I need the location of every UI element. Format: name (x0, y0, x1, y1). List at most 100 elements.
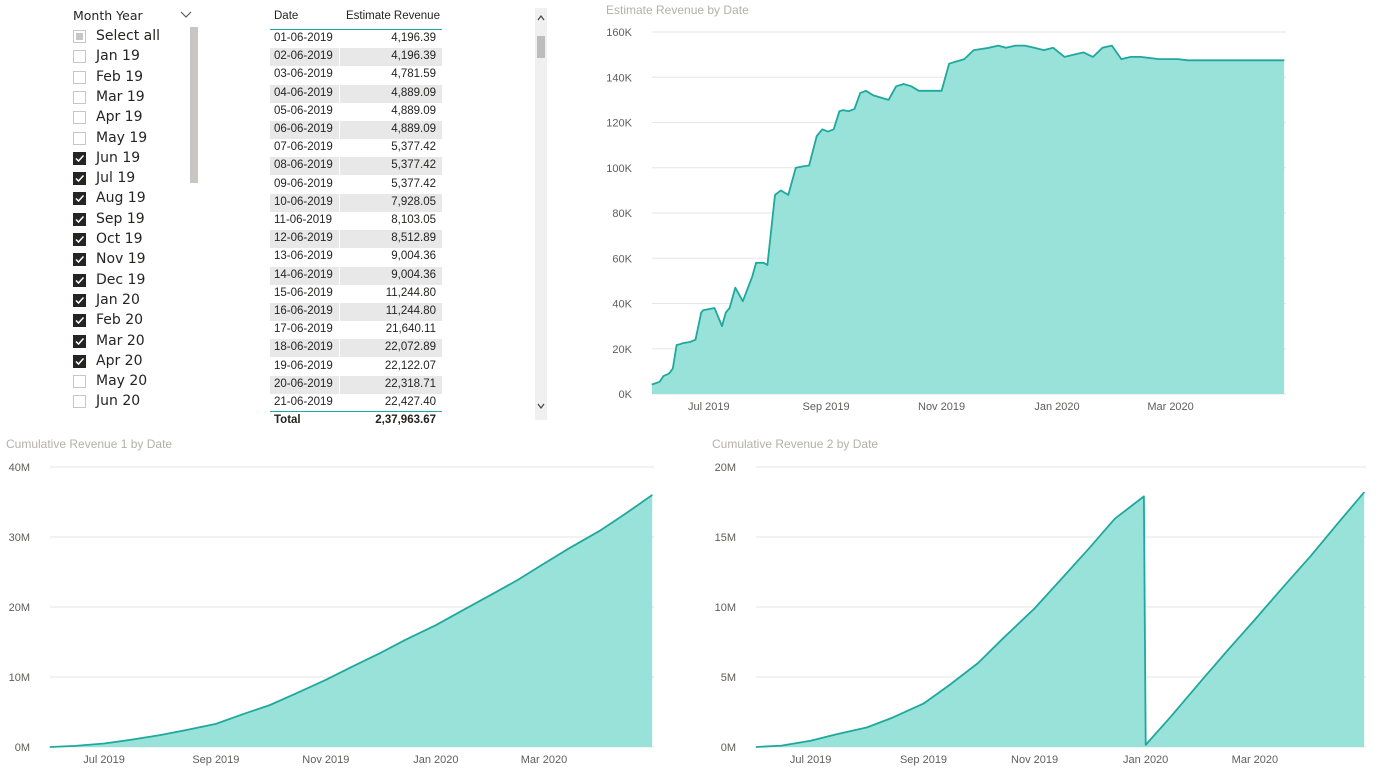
slicer-item[interactable]: Mar 19 (72, 88, 192, 108)
data-point[interactable] (725, 312, 727, 314)
checkbox-checked[interactable] (73, 151, 86, 165)
data-point[interactable] (159, 734, 161, 736)
data-point[interactable] (948, 63, 950, 65)
data-point[interactable] (1177, 58, 1179, 60)
data-point[interactable] (880, 97, 882, 99)
table-row[interactable]: 01-06-2019 4,196.39 (270, 30, 442, 48)
data-point[interactable] (1130, 56, 1132, 58)
table-row[interactable]: 05-06-2019 4,889.09 (270, 102, 442, 121)
slicer-item[interactable]: Jan 20 (72, 291, 192, 311)
data-point[interactable] (787, 194, 789, 196)
data-point[interactable] (903, 83, 905, 85)
data-point[interactable] (651, 384, 653, 385)
data-point[interactable] (774, 194, 776, 196)
data-point[interactable] (700, 312, 702, 314)
data-point[interactable] (821, 128, 823, 130)
data-point[interactable] (1310, 554, 1312, 556)
table-header-date[interactable]: Date (274, 10, 299, 22)
data-point[interactable] (128, 739, 130, 741)
data-point[interactable] (516, 579, 518, 581)
table-header-value[interactable]: Estimate Revenue (346, 10, 440, 22)
data-point[interactable] (1088, 547, 1090, 549)
data-point[interactable] (977, 662, 979, 664)
data-point[interactable] (742, 300, 744, 302)
data-point[interactable] (865, 90, 867, 92)
data-point[interactable] (854, 108, 855, 110)
checkbox-checked[interactable] (73, 354, 86, 368)
data-point[interactable] (714, 307, 715, 309)
data-point[interactable] (810, 740, 812, 742)
data-point[interactable] (1253, 59, 1255, 61)
data-point[interactable] (1262, 59, 1264, 61)
data-point[interactable] (1014, 45, 1016, 47)
checkbox-checked[interactable] (73, 253, 86, 267)
chevron-down-icon[interactable] (179, 8, 193, 22)
data-point[interactable] (763, 262, 765, 264)
checkbox-unchecked[interactable] (73, 111, 86, 125)
data-point[interactable] (659, 381, 661, 383)
data-point[interactable] (923, 703, 924, 705)
table-row[interactable]: 21-06-2019 22,427.40 (270, 394, 442, 412)
slicer-item[interactable]: Dec 19 (72, 271, 192, 291)
data-point[interactable] (1149, 57, 1151, 59)
data-point[interactable] (668, 373, 670, 375)
data-point[interactable] (980, 48, 982, 50)
data-point[interactable] (1043, 49, 1045, 51)
slicer-item[interactable]: Oct 19 (72, 230, 192, 250)
data-point[interactable] (1283, 59, 1285, 61)
slicer-item[interactable]: May 19 (72, 129, 192, 149)
data-point[interactable] (848, 110, 850, 112)
data-point[interactable] (681, 342, 683, 344)
table-row[interactable]: 10-06-2019 7,928.05 (270, 193, 442, 212)
data-point[interactable] (734, 287, 736, 289)
slicer-item[interactable]: Feb 19 (72, 68, 192, 88)
slicer-item[interactable]: Feb 20 (72, 311, 192, 331)
data-point[interactable] (1139, 56, 1141, 58)
data-point[interactable] (1196, 59, 1198, 61)
slicer-item[interactable]: Sep 19 (72, 210, 192, 230)
data-point[interactable] (1092, 56, 1094, 58)
data-point[interactable] (676, 344, 678, 346)
table-scrollbar[interactable] (535, 8, 547, 420)
data-point[interactable] (751, 275, 753, 277)
checkbox-partial[interactable] (73, 30, 86, 43)
table-scroll-thumb[interactable] (537, 36, 545, 58)
data-point[interactable] (325, 679, 327, 681)
data-point[interactable] (755, 262, 757, 264)
data-point[interactable] (689, 341, 691, 343)
checkbox-checked[interactable] (73, 172, 86, 186)
scroll-down-icon[interactable] (535, 400, 547, 412)
data-point[interactable] (1003, 637, 1005, 639)
data-point[interactable] (184, 729, 186, 731)
scroll-up-icon[interactable] (535, 12, 547, 24)
data-point[interactable] (1227, 649, 1229, 651)
data-point[interactable] (1064, 56, 1066, 58)
data-point[interactable] (624, 513, 626, 515)
data-point[interactable] (1005, 47, 1007, 49)
data-point[interactable] (835, 733, 837, 735)
data-point[interactable] (827, 131, 829, 133)
table-row[interactable]: 02-06-2019 4,196.39 (270, 48, 442, 67)
checkbox-unchecked[interactable] (73, 90, 86, 104)
data-point[interactable] (460, 610, 462, 612)
data-point[interactable] (1187, 59, 1189, 61)
data-point[interactable] (1114, 518, 1116, 520)
series-area[interactable] (652, 45, 1285, 394)
data-point[interactable] (973, 49, 975, 51)
data-point[interactable] (910, 85, 912, 87)
slicer-item[interactable]: Mar 20 (72, 332, 192, 352)
data-point[interactable] (888, 99, 890, 101)
data-point[interactable] (755, 746, 757, 748)
data-point[interactable] (491, 593, 493, 595)
table-row[interactable]: 09-06-2019 5,377.42 (270, 175, 442, 194)
data-point[interactable] (833, 128, 835, 130)
data-point[interactable] (240, 714, 242, 716)
checkbox-unchecked[interactable] (73, 131, 86, 145)
data-point[interactable] (1034, 607, 1036, 609)
data-point[interactable] (925, 90, 927, 92)
data-point[interactable] (795, 167, 797, 169)
data-point[interactable] (838, 110, 840, 112)
slicer-item[interactable]: Aug 19 (72, 189, 192, 209)
checkbox-checked[interactable] (73, 233, 86, 246)
data-point[interactable] (872, 94, 874, 96)
